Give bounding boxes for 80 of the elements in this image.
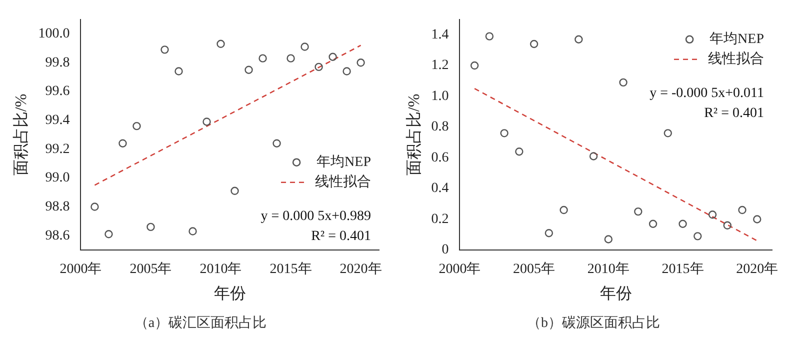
y-tick-label: 0.8 bbox=[431, 120, 449, 135]
annotation: y = 0.000 5x+0.989 bbox=[260, 209, 371, 224]
legend-label: 年均NEP bbox=[710, 31, 764, 48]
point bbox=[694, 232, 702, 240]
point bbox=[530, 40, 538, 48]
point bbox=[753, 215, 762, 224]
point bbox=[604, 235, 613, 244]
y-axis-title: 面积占比/% bbox=[12, 94, 30, 176]
point bbox=[118, 139, 127, 148]
text: （b）碳源区面积占比 bbox=[526, 314, 661, 332]
y-tick-label: 100.0 bbox=[38, 26, 70, 42]
annotation: R² = 0.401 bbox=[704, 106, 764, 122]
x-tick-label: 2020年 bbox=[340, 261, 382, 278]
point bbox=[258, 54, 267, 62]
point bbox=[485, 32, 494, 40]
point bbox=[300, 42, 309, 51]
y-tick-label: 98.6 bbox=[45, 228, 70, 244]
legend-label: 线性拟合 bbox=[708, 51, 764, 68]
point bbox=[328, 52, 337, 61]
x-axis-title: 年份 bbox=[214, 286, 246, 303]
point bbox=[272, 139, 281, 148]
point bbox=[342, 67, 351, 76]
x-tick-label: 2005年 bbox=[130, 261, 172, 278]
legend-label: 线性拟合 bbox=[315, 174, 371, 190]
y-tick-label: 1.0 bbox=[431, 88, 449, 104]
x-axis-title: 年份 bbox=[600, 286, 632, 303]
point bbox=[104, 230, 113, 238]
point bbox=[188, 227, 197, 236]
y-tick-label: 99.2 bbox=[45, 142, 70, 157]
y-tick-label: 99.0 bbox=[45, 170, 70, 186]
x-tick-label: 2015年 bbox=[662, 261, 704, 278]
point bbox=[314, 62, 323, 72]
y-tick-label: 1.4 bbox=[431, 27, 449, 42]
y-tick-label: 98.8 bbox=[45, 199, 70, 214]
point bbox=[619, 78, 628, 87]
point bbox=[216, 40, 225, 48]
point bbox=[738, 206, 746, 214]
point bbox=[648, 220, 658, 228]
point bbox=[230, 186, 239, 196]
point bbox=[90, 202, 99, 211]
point bbox=[470, 61, 479, 70]
point bbox=[664, 129, 672, 138]
x-tick-label: 2015年 bbox=[270, 261, 312, 278]
point bbox=[160, 46, 169, 54]
x-tick-label: 2005年 bbox=[513, 261, 556, 278]
annotation: y = -0.000 5x+0.011 bbox=[650, 86, 764, 102]
y-tick-label: 99.4 bbox=[45, 112, 70, 128]
point bbox=[356, 58, 365, 67]
point bbox=[708, 210, 717, 219]
point bbox=[678, 220, 687, 228]
point bbox=[634, 207, 642, 216]
point bbox=[574, 35, 583, 44]
y-axis-title: 面积占比/% bbox=[404, 94, 423, 176]
y-tick-label: 0.6 bbox=[431, 150, 449, 166]
point bbox=[515, 148, 524, 156]
legend-label: 年均NEP bbox=[316, 154, 372, 170]
point bbox=[589, 152, 598, 160]
y-tick-label: 0 bbox=[442, 242, 449, 258]
point bbox=[244, 66, 253, 74]
point bbox=[723, 221, 732, 230]
text: （a）碳汇区面积占比 bbox=[133, 314, 268, 332]
point bbox=[500, 129, 508, 138]
point bbox=[132, 122, 141, 130]
point bbox=[174, 67, 183, 76]
y-tick-label: 1.2 bbox=[431, 58, 449, 74]
x-tick-label: 2000年 bbox=[438, 261, 481, 278]
x-tick-label: 2010年 bbox=[200, 261, 242, 278]
point bbox=[560, 206, 568, 214]
point bbox=[286, 54, 295, 62]
point bbox=[146, 222, 155, 232]
x-tick-label: 2000年 bbox=[60, 261, 102, 278]
y-tick-label: 99.8 bbox=[45, 55, 70, 70]
y-tick-label: 99.6 bbox=[45, 84, 70, 100]
y-tick-label: 0.2 bbox=[431, 212, 449, 227]
x-tick-label: 2010年 bbox=[587, 261, 630, 278]
x-tick-label: 2020年 bbox=[736, 261, 778, 278]
y-tick-label: 0.4 bbox=[431, 181, 449, 196]
annotation: R² = 0.401 bbox=[311, 229, 371, 244]
point bbox=[202, 118, 211, 126]
point bbox=[544, 228, 554, 238]
